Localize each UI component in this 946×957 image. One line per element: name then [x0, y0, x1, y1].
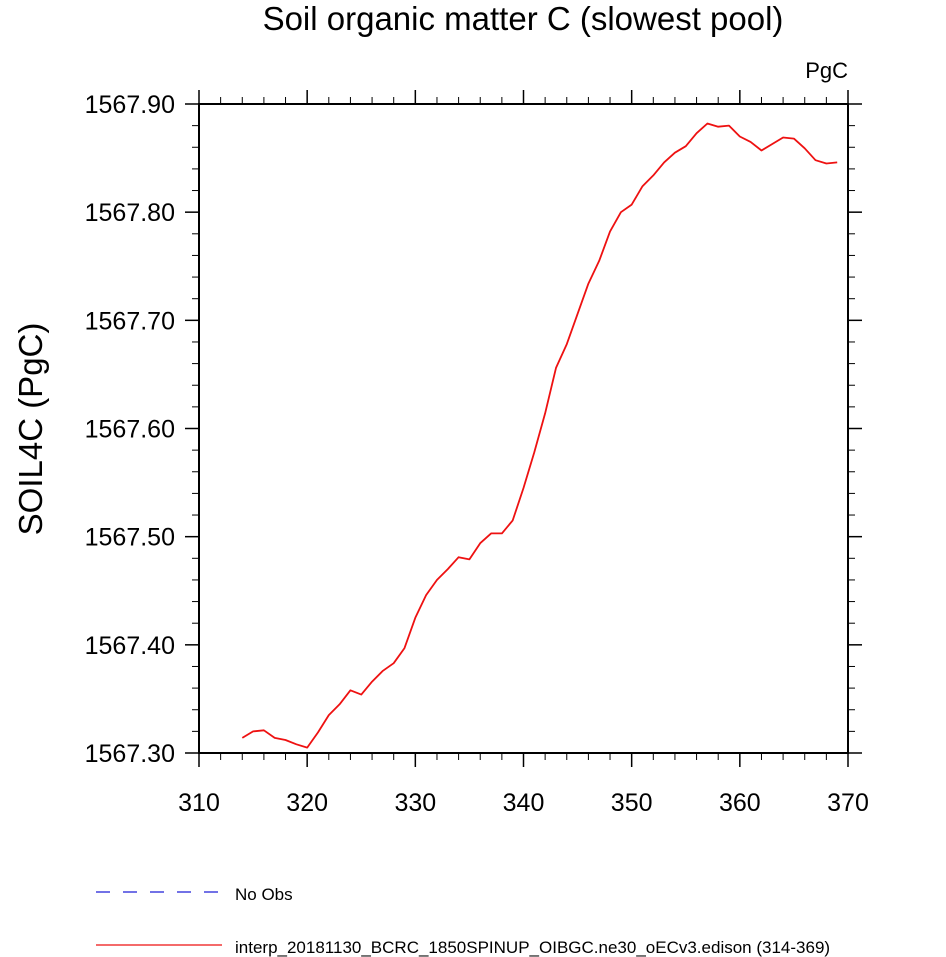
x-tick-label: 330 — [394, 789, 436, 817]
y-tick-label: 1567.80 — [85, 199, 175, 227]
y-axis-ticks: 1567.30 1567.40 1567.50 1567.60 1567.70 1567.… — [85, 91, 862, 768]
x-tick-label: 340 — [503, 789, 545, 817]
series-layer — [241, 122, 838, 749]
y-tick-label: 1567.40 — [85, 632, 175, 660]
units-label: PgC — [805, 58, 848, 83]
x-tick-label: 350 — [611, 789, 653, 817]
legend-label-model: interp_20181130_BCRC_1850SPINUP_OIBGC.ne… — [235, 938, 830, 957]
y-axis-label: SOIL4C (PgC) — [12, 323, 49, 536]
chart-title: Soil organic matter C (slowest pool) — [263, 0, 784, 37]
x-tick-label: 320 — [286, 789, 328, 817]
legend-label-no-obs: No Obs — [235, 885, 293, 904]
legend: No Obs interp_20181130_BCRC_1850SPINUP_O… — [96, 885, 830, 957]
y-tick-label: 1567.90 — [85, 91, 175, 119]
y-tick-label: 1567.60 — [85, 416, 175, 444]
y-tick-label: 1567.50 — [85, 524, 175, 552]
x-axis-ticks: 310 320 330 340 350 360 370 — [178, 90, 869, 817]
plot-frame — [198, 103, 849, 754]
x-tick-label: 310 — [178, 789, 220, 817]
x-tick-label: 370 — [827, 789, 869, 817]
minor-ticks — [192, 97, 855, 760]
y-tick-label: 1567.30 — [85, 740, 175, 768]
y-tick-label: 1567.70 — [85, 307, 175, 335]
series-line — [241, 122, 838, 749]
x-tick-label: 360 — [719, 789, 761, 817]
